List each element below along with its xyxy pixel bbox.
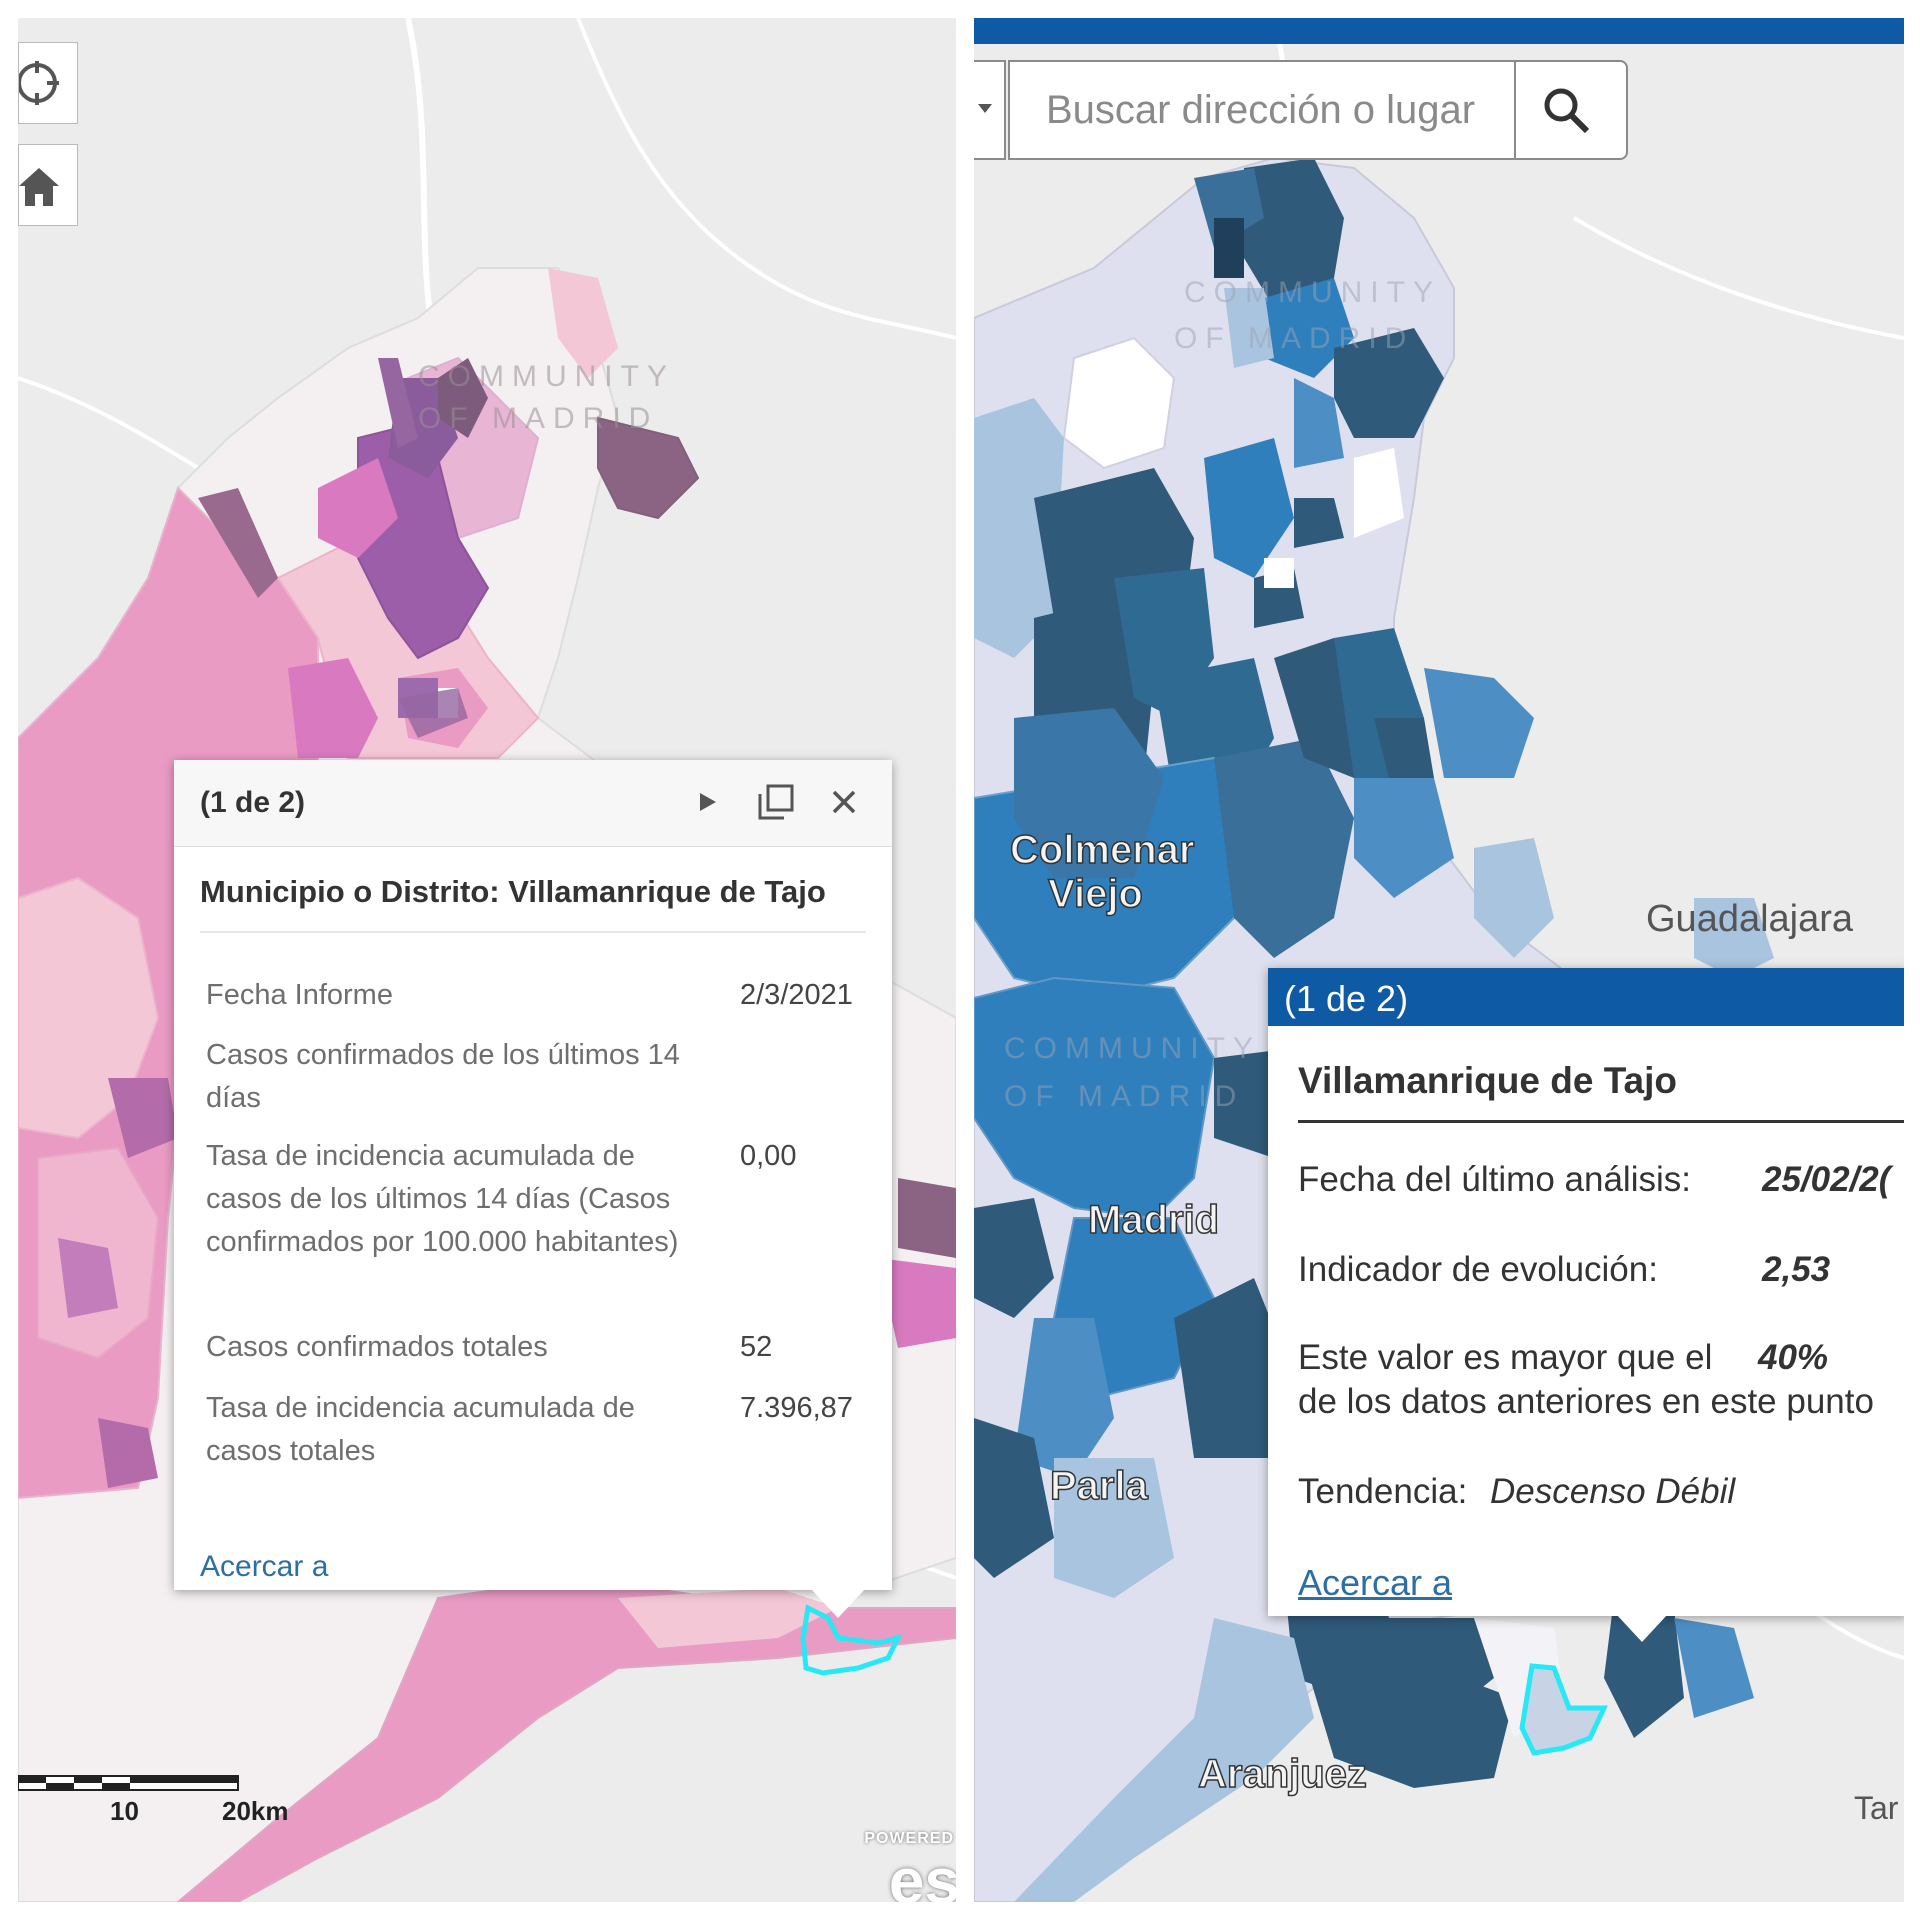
scale-bar-graphic xyxy=(18,1775,239,1791)
casos-14-dias-label: Casos confirmados de los últimos 14 días xyxy=(206,1039,680,1114)
fecha-analisis-value: 25/02/2( xyxy=(1762,1160,1891,1199)
home-button[interactable] xyxy=(18,144,78,226)
place-label-aranjuez: Aranjuez xyxy=(1197,1751,1367,1797)
search-icon xyxy=(1544,88,1590,134)
popup-feature-count: (1 de 2) xyxy=(200,786,306,819)
right-watermark-mid-line1: COMMUNITY xyxy=(1004,1032,1261,1065)
scale-label-end: 20km xyxy=(222,1796,289,1826)
mayor-continuation: de los datos anteriores en este punto xyxy=(1298,1382,1874,1421)
powered-by-text: POWERED xyxy=(864,1830,954,1847)
home-icon xyxy=(19,168,59,206)
left-watermark-line2: OF MADRID xyxy=(418,402,658,435)
popup-header: (1 de 2) xyxy=(1268,968,1904,1026)
tasa-14-dias-label: Tasa de incidencia acumulada de casos de… xyxy=(206,1140,679,1258)
scale-bar: 10 20km xyxy=(18,1772,289,1826)
esri-logo: es xyxy=(888,1845,956,1902)
mayor-label: Este valor es mayor que el xyxy=(1298,1338,1713,1377)
search-input[interactable] xyxy=(1010,62,1628,158)
right-watermark-mid-line2: OF MADRID xyxy=(1004,1080,1244,1113)
crosshair-icon xyxy=(19,61,59,105)
feature-popup-left: (1 de 2) Municipio o Distrito: Villamanr… xyxy=(174,760,892,1618)
popup-divider xyxy=(1298,1120,1904,1123)
locate-button[interactable] xyxy=(18,42,78,124)
place-label-madrid: Madrid xyxy=(1087,1197,1220,1243)
popup-title: Villamanrique de Tajo xyxy=(1298,1060,1678,1101)
next-feature-button[interactable] xyxy=(688,782,728,822)
place-label-tar: Tar xyxy=(1854,1790,1899,1826)
popup-pointer xyxy=(1616,1614,1668,1642)
tasa-totales-label: Tasa de incidencia acumulada de casos to… xyxy=(206,1392,635,1467)
fecha-informe-value: 2/3/2021 xyxy=(740,979,853,1011)
maximize-icon xyxy=(758,784,794,820)
close-popup-button[interactable] xyxy=(824,782,864,822)
casos-totales-value: 52 xyxy=(740,1331,773,1363)
tendencia-label: Tendencia: xyxy=(1298,1472,1468,1511)
play-icon xyxy=(700,793,716,811)
tendencia-value: Descenso Débil xyxy=(1490,1472,1736,1511)
close-icon xyxy=(832,790,856,814)
esri-attribution[interactable]: POWERED es xyxy=(864,1822,956,1902)
zoom-to-link[interactable]: Acercar a xyxy=(200,1550,329,1583)
feature-popup-right: (1 de 2) Villamanrique de Tajo Fecha del… xyxy=(1268,968,1904,1642)
scale-label-mid: 10 xyxy=(110,1796,139,1826)
blue-choropleth-map[interactable]: COMMUNITY OF MADRID COMMUNITY OF MADRID xyxy=(974,18,1904,1902)
tasa-14-dias-value: 0,00 xyxy=(740,1140,797,1172)
popup-title: Municipio o Distrito: Villamanrique de T… xyxy=(200,874,826,909)
indicador-value: 2,53 xyxy=(1762,1250,1831,1289)
app-top-bar xyxy=(974,18,1904,44)
left-map-panel[interactable]: COMMUNITY OF MADRID 10 20km POWERED es xyxy=(18,18,956,1902)
tasa-totales-value: 7.396,87 xyxy=(740,1392,853,1424)
right-watermark-top-line2: OF MADRID xyxy=(1174,322,1414,355)
popup-header: (1 de 2) xyxy=(174,760,892,847)
fecha-informe-label: Fecha Informe xyxy=(206,979,393,1011)
casos-totales-label: Casos confirmados totales xyxy=(206,1331,548,1363)
place-label-guadalajara: Guadalajara xyxy=(1646,898,1854,940)
fecha-analisis-label: Fecha del último análisis: xyxy=(1298,1160,1691,1199)
right-watermark-top-line1: COMMUNITY xyxy=(1184,276,1441,309)
chevron-down-icon xyxy=(978,104,992,113)
zoom-to-link[interactable]: Acercar a xyxy=(1298,1562,1453,1603)
place-label-viejo: Viejo xyxy=(1047,871,1143,917)
mayor-value: 40% xyxy=(1758,1338,1829,1377)
popup-divider xyxy=(200,931,866,933)
left-watermark-line1: COMMUNITY xyxy=(418,360,675,393)
search-box xyxy=(1008,60,1628,160)
dock-popup-button[interactable] xyxy=(756,782,796,822)
place-label-parla: Parla xyxy=(1049,1463,1148,1509)
place-label-colmenar: Colmenar xyxy=(1009,827,1195,873)
search-button[interactable] xyxy=(1514,62,1616,158)
popup-pointer xyxy=(810,1588,866,1618)
indicador-label: Indicador de evolución: xyxy=(1298,1250,1658,1289)
right-map-panel[interactable]: COMMUNITY OF MADRID COMMUNITY OF MADRID … xyxy=(974,18,1904,1902)
popup-feature-count: (1 de 2) xyxy=(1284,978,1409,1019)
